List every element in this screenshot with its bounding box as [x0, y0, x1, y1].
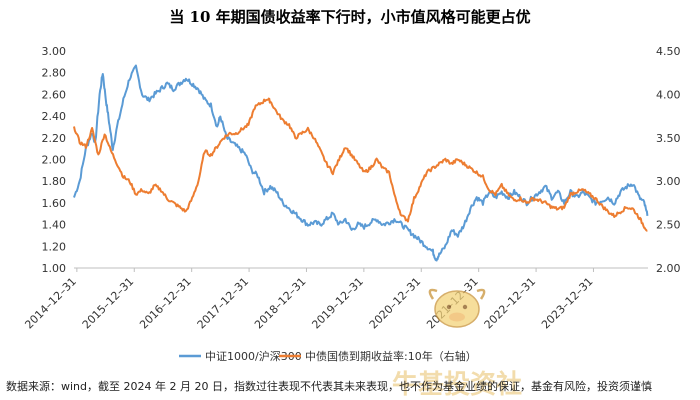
series-line-ratio: [73, 64, 649, 262]
series-line-yield: [73, 97, 648, 232]
y-right-tick-label: 3.50: [656, 132, 681, 145]
chart-title: 当 10 年期国债收益率下行时，小市值风格可能更占优: [169, 8, 531, 26]
y-left-tick-label: 2.20: [42, 132, 67, 145]
x-tick-label: 2018–12–31: [252, 275, 309, 332]
x-tick-label: 2014–12–31: [22, 275, 79, 332]
y-left-tick-label: 2.40: [42, 110, 67, 123]
x-tick-label: 2017–12–31: [195, 275, 252, 332]
y-right-tick-label: 3.00: [656, 175, 681, 188]
footer-disclaimer: 数据来源：wind，截至 2024 年 2 月 20 日，指数过往表现不代表其未…: [6, 380, 652, 393]
watermark-logo: 牛基投资社: [392, 288, 522, 400]
y-right-tick-label: 2.00: [656, 262, 681, 275]
y-left-tick-label: 2.00: [42, 154, 67, 167]
series-layer: [73, 64, 649, 262]
y-right-tick-label: 4.50: [656, 45, 681, 58]
legend-label: 中证1000/沪深300: [205, 349, 302, 363]
legend: 中证1000/沪深300 中债国债到期收益率:10年（右轴）: [179, 349, 477, 363]
y-left-tick-label: 1.60: [42, 197, 67, 210]
x-tick-label: 2015–12–31: [80, 275, 137, 332]
legend-label: 中债国债到期收益率:10年（右轴）: [305, 349, 477, 363]
y-left-tick-label: 3.00: [42, 45, 67, 58]
x-tick-label: 2016–12–31: [137, 275, 194, 332]
y-left-tick-label: 2.80: [42, 67, 67, 80]
y-right-tick-label: 2.50: [656, 219, 681, 232]
watermark-text: 牛基投资社: [392, 369, 522, 400]
y-left-tick-label: 1.40: [42, 219, 67, 232]
y-left-tick-label: 1.80: [42, 175, 67, 188]
bull-mascot-icon: [428, 288, 486, 328]
y-left-tick-label: 1.00: [42, 262, 67, 275]
y-left-tick-label: 1.20: [42, 240, 67, 253]
y-right-tick-label: 4.00: [656, 88, 681, 101]
y-left-tick-label: 2.60: [42, 88, 67, 101]
